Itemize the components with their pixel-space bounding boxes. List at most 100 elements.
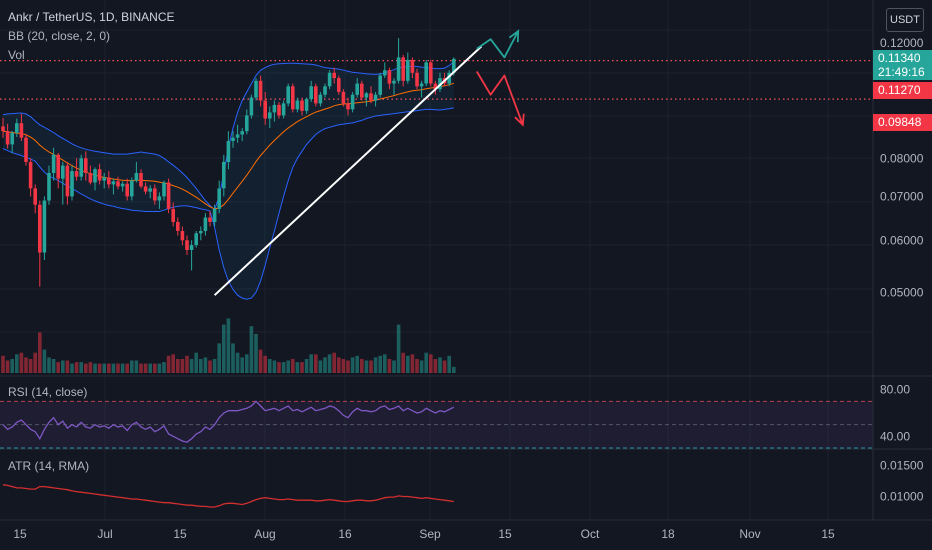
candle-body — [194, 233, 198, 246]
bar-countdown: 21:49:16 — [878, 65, 925, 79]
volume-bar — [189, 359, 194, 373]
volume-bar — [74, 362, 79, 373]
volume-bar — [433, 359, 438, 373]
rsi-legend[interactable]: RSI (14, close) — [8, 385, 88, 399]
volume-bar — [286, 360, 290, 373]
volume-bar — [203, 357, 208, 373]
trendline[interactable] — [213, 45, 483, 296]
last-price-tag: 0.11340 21:49:16 — [873, 50, 932, 80]
candle-body — [212, 208, 217, 222]
time-tick-label: 15 — [498, 527, 512, 541]
volume-bar — [258, 349, 263, 373]
candle-body — [314, 86, 318, 104]
candle-body — [116, 181, 120, 187]
candle-body — [42, 200, 47, 253]
price-tick-label: 0.05000 — [880, 285, 924, 299]
candle-body — [139, 173, 143, 187]
volume-bar — [120, 363, 125, 373]
bearish-arrow[interactable] — [476, 71, 524, 126]
candle-body — [143, 186, 148, 192]
volume-bar — [93, 363, 97, 373]
bullish-arrow[interactable] — [476, 30, 519, 59]
candle-body — [419, 83, 424, 87]
grid — [0, 0, 873, 520]
volume-bar — [263, 355, 267, 373]
candle-body — [360, 83, 364, 98]
candle-body — [286, 86, 290, 104]
volume-bar — [107, 363, 111, 373]
volume-bar — [38, 332, 42, 373]
volume-bar — [373, 357, 378, 373]
candle-body — [134, 173, 139, 181]
volume-legend[interactable]: Vol — [8, 48, 25, 62]
volume-bar — [438, 357, 442, 373]
volume-bar — [222, 324, 226, 373]
volume-bar — [84, 363, 88, 373]
volume-bar — [452, 366, 456, 373]
time-tick-label: 15 — [173, 527, 187, 541]
candle-body — [120, 183, 125, 187]
candle-body — [355, 83, 359, 95]
volume-bar — [304, 359, 309, 373]
candle-body — [295, 100, 300, 110]
currency-button[interactable]: USDT — [886, 8, 924, 32]
volume-bars — [1, 318, 456, 373]
volume-bar — [309, 354, 313, 373]
time-tick-label: 15 — [821, 527, 835, 541]
time-axis[interactable]: 15 Jul 15 Aug 16 Sep 15 Oct 18 Nov 15 — [0, 519, 932, 541]
volume-bar — [424, 352, 428, 373]
candle-body — [222, 161, 226, 189]
volume-bar — [378, 355, 382, 373]
candle-body — [130, 180, 134, 197]
volume-bar — [24, 357, 28, 373]
candle-body — [97, 169, 102, 181]
candle-body — [438, 78, 442, 90]
volume-bar — [327, 354, 332, 373]
candle-body — [424, 62, 428, 84]
candle-body — [176, 221, 180, 231]
atr-tick-label: 0.01500 — [880, 459, 924, 473]
candle-body — [341, 91, 346, 104]
volume-bar — [176, 359, 180, 373]
price-axis[interactable]: 0.120000.090000.080000.070000.060000.050… — [872, 0, 924, 520]
atr-line — [2, 484, 454, 508]
volume-bar — [171, 354, 175, 373]
volume-bar — [212, 359, 217, 373]
candle-body — [373, 94, 378, 101]
candles — [1, 38, 456, 287]
candle-body — [258, 80, 263, 101]
volume-bar — [332, 352, 336, 373]
volume-bar — [97, 363, 102, 373]
volume-bar — [419, 360, 424, 373]
time-tick-label: Sep — [419, 527, 441, 541]
candle-body — [157, 196, 162, 201]
candle-body — [70, 171, 74, 197]
rsi-tick-label: 40.00 — [880, 429, 910, 443]
symbol-title[interactable]: Ankr / TetherUS, 1D, BINANCE — [8, 10, 175, 24]
time-tick-label: Aug — [254, 527, 275, 541]
pane-separators[interactable] — [0, 375, 932, 450]
candle-body — [153, 188, 157, 201]
drawings[interactable] — [213, 29, 525, 296]
candle-body — [383, 70, 387, 76]
candle-body — [300, 100, 304, 111]
volume-bar — [5, 360, 10, 373]
bb-legend[interactable]: BB (20, close, 2, 0) — [8, 29, 111, 43]
candle-body — [47, 173, 51, 201]
volume-bar — [323, 357, 327, 373]
candle-body — [304, 99, 309, 111]
candle-body — [410, 59, 415, 73]
candle-body — [392, 80, 396, 84]
candle-body — [15, 123, 19, 133]
candle-body — [378, 75, 382, 95]
price-tick-label: 0.07000 — [880, 189, 924, 203]
time-tick-label: Nov — [739, 527, 760, 541]
atr-legend[interactable]: ATR (14, RMA) — [8, 459, 90, 473]
candle-body — [309, 86, 313, 99]
candle-body — [185, 240, 189, 250]
candle-body — [263, 100, 267, 119]
rsi-tick-label: 80.00 — [880, 383, 910, 397]
volume-bar — [447, 355, 451, 373]
